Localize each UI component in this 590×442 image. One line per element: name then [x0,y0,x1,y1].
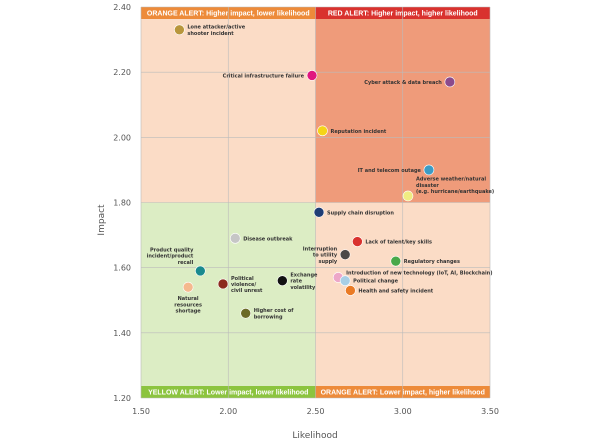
data-point [339,249,351,260]
data-point [174,24,185,36]
point-label: Higher cost of borrowing [254,308,295,320]
point-label: Disease outbreak [243,236,293,242]
data-point [306,70,318,81]
data-point [390,255,402,267]
point-label: Product quality incident/product recall [147,248,194,266]
x-tick-label: 2.00 [219,407,237,416]
data-point [195,265,206,277]
y-tick-label: 2.20 [113,68,131,77]
point-label: Exchange rate volatility [290,273,318,291]
point-label: Lone attacker/active shooter incident [187,25,245,37]
point-label: Reputation incident [330,129,386,135]
point-label: Adverse weather/natural disaster (e.g. hur… [416,177,494,195]
point-label: Political change [353,279,398,285]
x-tick-label: 3.00 [394,407,412,416]
data-point [339,275,351,287]
point-label: Regulatory changes [404,259,460,265]
data-point [182,281,194,293]
y-tick-label: 1.80 [113,199,131,208]
data-point [313,206,325,218]
point-label: Critical infrastructure failure [223,73,305,79]
data-point [423,164,435,176]
x-axis-title: Likelihood [292,431,337,441]
data-point [444,76,456,88]
y-tick-label: 1.20 [113,394,131,403]
y-tick-label: 2.00 [113,133,131,142]
point-label: Health and safety incident [358,288,433,294]
point-label: Natural resources shortage [174,296,202,314]
x-tick-label: 2.50 [307,407,325,416]
data-point [317,125,328,137]
data-point [229,233,241,244]
data-point [240,307,251,319]
data-point [402,190,414,202]
point-label: Interruption to utility supply [303,246,338,264]
point-layer: Lone attacker/active shooter incident Crit… [147,24,494,320]
y-tick-label: 2.40 [113,3,131,12]
point-label: Political violence/civil unrest [231,276,263,294]
x-tick-label: 3.50 [481,407,499,416]
tick-layer: 1.50 2.00 2.50 3.00 3.50 1.20 1.40 1.60 1.80 2.00… [113,3,499,416]
point-label: IT and telecom outage [358,168,422,174]
y-axis-title: Impact [97,204,107,236]
data-point [345,285,356,296]
data-point [217,278,229,290]
x-tick-label: 1.50 [132,407,150,416]
point-label: Cyber attack & data breach [364,80,442,86]
data-point [277,275,288,287]
point-label: Lack of talent/key skills [365,240,432,246]
y-tick-label: 1.60 [113,264,131,273]
data-point [352,236,363,247]
point-label: Introduction of new technology (IoT, AI,… [346,270,492,276]
y-tick-label: 1.40 [113,329,131,338]
point-label: Supply chain disruption [327,210,394,216]
